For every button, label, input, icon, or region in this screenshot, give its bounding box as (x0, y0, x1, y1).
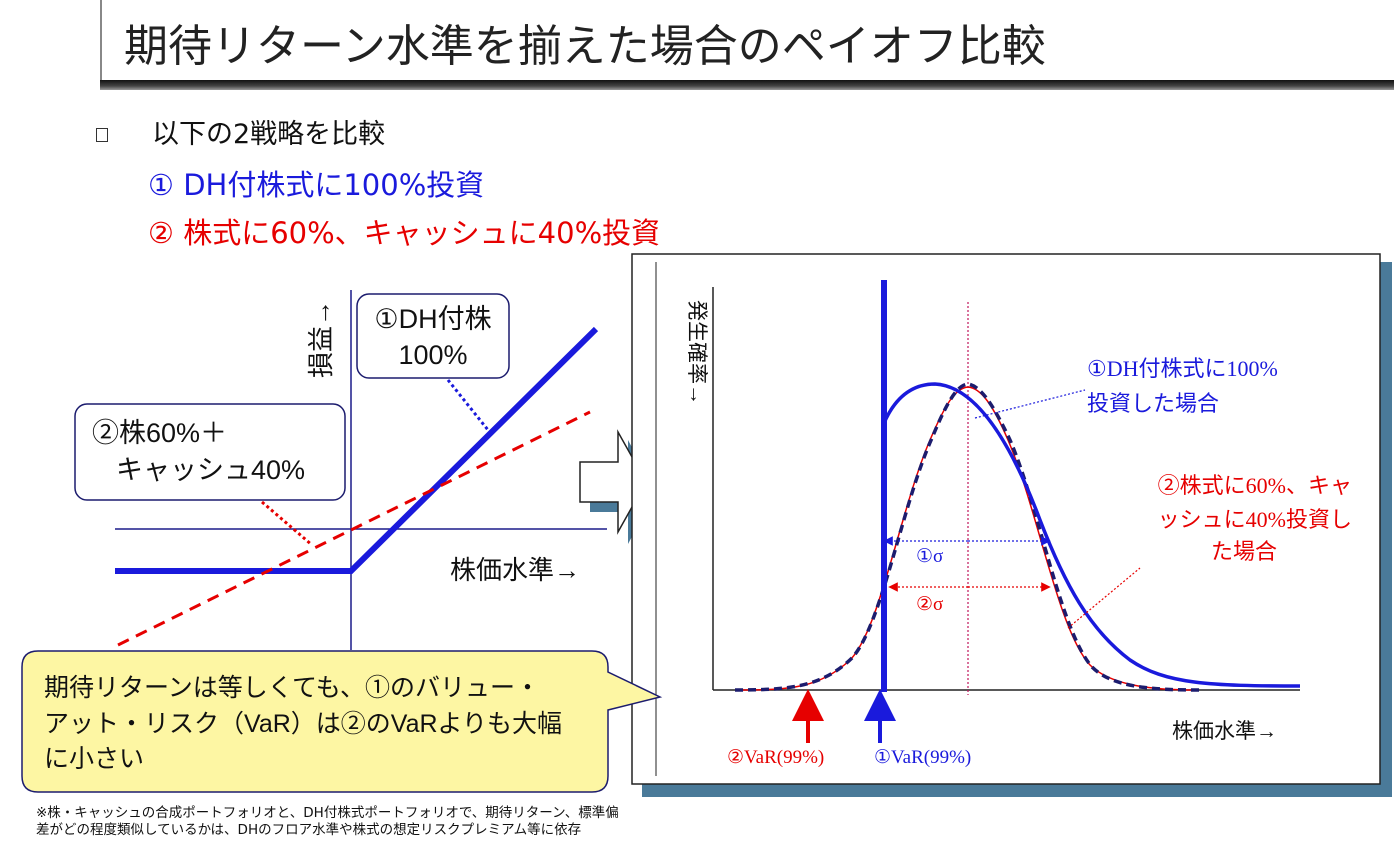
callout-dh-line2: 100% (398, 340, 467, 370)
payoff-diagram: ①DH付株 100% ②株60%＋ キャッシュ40% 損益→ 株価水準→ (74, 290, 607, 650)
title-left-rule (100, 0, 102, 80)
distribution-panel: 発生確率→ 株価水準→ ①σ ②σ ①DH付株式に100% 投資した場合 ②株式… (631, 253, 1392, 797)
mixed-label-line3: た場合 (1211, 539, 1277, 564)
dh-label-line1: ①DH付株式に100% (1087, 356, 1278, 381)
bubble-line1: 期待リターンは等しくても、①のバリュー・ (44, 674, 540, 702)
callout-mixed-line1: ②株60%＋ (92, 418, 227, 448)
mixed-payoff-line (117, 410, 591, 647)
strategy-1-text: ① DH付株式に100%投資 (148, 168, 485, 202)
title-underline (100, 80, 1394, 90)
page-title: 期待リターン水準を揃えた場合のペイオフ比較 (124, 21, 1046, 72)
sigma1-label: ①σ (916, 546, 943, 567)
dh-label-line2: 投資した場合 (1087, 391, 1219, 416)
payoff-y-label: 損益→ (306, 300, 336, 378)
callout-dh-box (356, 293, 510, 379)
callout-mixed-box (74, 403, 346, 501)
mixed-label-line1: ②株式に60%、キャ (1158, 473, 1352, 498)
callout-mixed-line2: キャッシュ40% (116, 455, 305, 485)
panel-frame (631, 253, 1381, 785)
mixed-label-line2: ッシュに40%投資し (1158, 507, 1352, 532)
speech-bubble: 期待リターンは等しくても、①のバリュー・ アット・リスク（VaR）は②のVaRよ… (21, 650, 663, 793)
sigma2-label: ②σ (916, 594, 943, 615)
payoff-x-label: 株価水準→ (450, 555, 580, 585)
bubble-line2: アット・リスク（VaR）は②のVaRよりも大幅 (44, 710, 562, 738)
strategy-2-text: ② 株式に60%、キャッシュに40%投資 (148, 216, 661, 250)
dh-payoff-line (115, 326, 599, 574)
callout-mixed-leader (261, 500, 313, 547)
dist-y-label: 発生確率→ (685, 300, 708, 405)
intro-text: 以下の2戦略を比較 (152, 119, 386, 150)
bullet-square-icon (96, 128, 108, 142)
var2-label: ②VaR(99%) (727, 747, 824, 768)
footnote: ※株・キャッシュの合成ポートフォリオと、DH付株式ポートフォリオで、期待リターン… (36, 805, 619, 838)
dist-x-label: 株価水準→ (1172, 720, 1277, 743)
mixed-distribution-dashed (734, 382, 1201, 692)
callout-dh-leader (446, 379, 490, 431)
callout-dh-line1: ①DH付株 (374, 304, 491, 334)
bubble-line3: に小さい (44, 745, 144, 773)
label1-leader (974, 389, 1086, 419)
var1-label: ①VaR(99%) (874, 747, 971, 768)
